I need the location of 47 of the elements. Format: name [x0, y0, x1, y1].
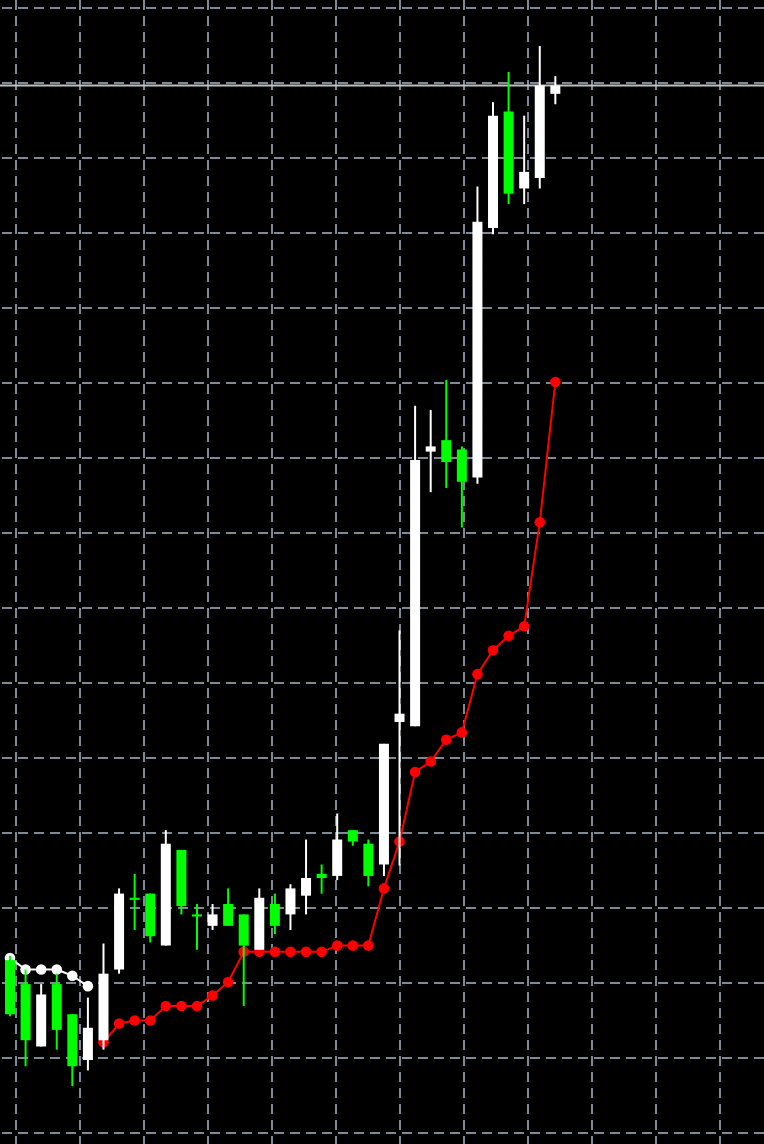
point: [222, 976, 234, 988]
point: [82, 980, 94, 992]
point: [67, 970, 78, 982]
point: [300, 946, 312, 958]
point: [207, 990, 218, 1001]
point: [160, 1000, 172, 1012]
point: [191, 1000, 203, 1012]
candlestick: [456, 445, 467, 529]
point: [378, 883, 390, 894]
point: [176, 1000, 187, 1012]
point: [503, 630, 514, 641]
candlestick: [191, 903, 202, 951]
candlestick: [207, 903, 218, 931]
candlestick: [145, 892, 156, 944]
point: [269, 946, 281, 958]
candlestick: [316, 863, 327, 895]
candlestick: [363, 838, 374, 888]
point: [440, 734, 452, 745]
candlestick: [441, 378, 452, 489]
point: [316, 946, 327, 958]
candlestick: [519, 114, 530, 206]
candlestick: [285, 883, 296, 931]
candlestick: [301, 838, 312, 916]
point: [518, 621, 530, 632]
point: [51, 964, 63, 975]
point: [285, 946, 296, 958]
point: [113, 1018, 125, 1029]
point: [144, 1015, 156, 1026]
candlestick: [82, 996, 93, 1072]
point: [487, 644, 499, 656]
candlestick: [269, 892, 280, 936]
point: [472, 668, 483, 680]
candlestick: [332, 812, 343, 882]
point: [550, 376, 561, 388]
point: [456, 727, 468, 738]
point: [331, 940, 343, 951]
point: [347, 940, 359, 951]
point: [425, 756, 436, 767]
candlestick: [129, 872, 140, 931]
point: [35, 964, 47, 975]
candlestick: [223, 887, 234, 927]
candlestick: [425, 409, 436, 494]
point: [409, 766, 421, 778]
point: [129, 1015, 140, 1026]
point: [534, 517, 546, 528]
candlestick: [550, 75, 561, 106]
point: [363, 940, 374, 951]
